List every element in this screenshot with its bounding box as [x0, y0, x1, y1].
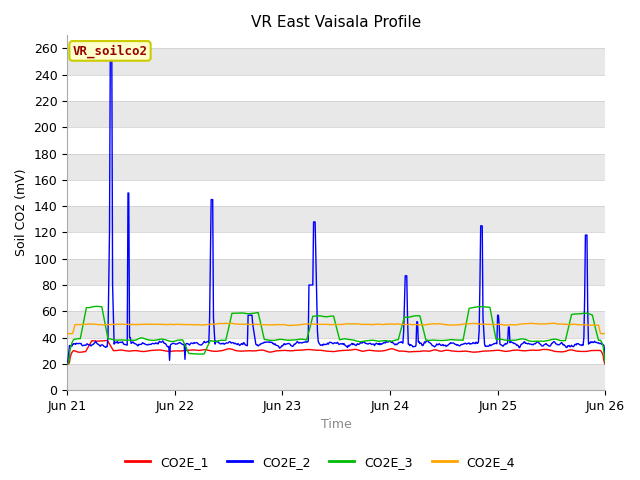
Bar	[67, 75, 605, 101]
Bar	[67, 285, 605, 312]
Line: CO2E_4: CO2E_4	[67, 323, 605, 334]
CO2E_4	[417, 322, 425, 328]
CO2E_2	[549, 339, 557, 345]
CO2E_2	[196, 342, 204, 348]
Bar	[67, 206, 605, 232]
CO2E_1	[196, 348, 204, 353]
Bar	[67, 101, 605, 127]
CO2E_1	[483, 348, 491, 354]
CO2E_4	[195, 322, 203, 328]
Bar	[67, 259, 605, 285]
CO2E_2	[216, 340, 223, 346]
CO2E_3	[417, 319, 425, 325]
CO2E_2	[417, 340, 425, 346]
Line: CO2E_2: CO2E_2	[67, 55, 605, 364]
Bar	[67, 364, 605, 390]
CO2E_4	[549, 321, 557, 326]
CO2E_3	[196, 351, 204, 357]
CO2E_3	[216, 337, 223, 343]
Bar	[67, 312, 605, 337]
CO2E_3	[549, 336, 557, 342]
Bar	[67, 180, 605, 206]
Legend: CO2E_1, CO2E_2, CO2E_3, CO2E_4: CO2E_1, CO2E_2, CO2E_3, CO2E_4	[120, 451, 520, 474]
CO2E_2	[234, 341, 242, 347]
CO2E_3	[93, 303, 100, 309]
Bar	[67, 337, 605, 364]
Bar	[67, 48, 605, 75]
CO2E_3	[602, 361, 609, 367]
CO2E_3	[234, 310, 242, 316]
CO2E_1	[234, 348, 242, 354]
CO2E_4	[483, 322, 491, 327]
CO2E_4	[602, 331, 609, 336]
CO2E_2	[63, 361, 71, 367]
CO2E_1	[417, 348, 425, 354]
CO2E_2	[106, 52, 114, 58]
Bar	[67, 154, 605, 180]
CO2E_3	[483, 304, 491, 310]
Y-axis label: Soil CO2 (mV): Soil CO2 (mV)	[15, 169, 28, 256]
CO2E_1	[216, 348, 223, 354]
Title: VR East Vaisala Profile: VR East Vaisala Profile	[251, 15, 421, 30]
X-axis label: Time: Time	[321, 419, 351, 432]
CO2E_1	[602, 361, 609, 367]
Bar	[67, 127, 605, 154]
CO2E_2	[602, 358, 609, 363]
CO2E_3	[63, 361, 71, 367]
Line: CO2E_3: CO2E_3	[67, 306, 605, 364]
CO2E_2	[483, 344, 491, 349]
CO2E_1	[549, 348, 557, 354]
CO2E_4	[63, 331, 71, 336]
CO2E_4	[228, 320, 236, 326]
CO2E_4	[215, 321, 223, 326]
CO2E_4	[234, 321, 242, 327]
CO2E_1	[63, 361, 71, 367]
Text: VR_soilco2: VR_soilco2	[72, 44, 148, 58]
Line: CO2E_1: CO2E_1	[67, 340, 605, 364]
CO2E_1	[103, 337, 111, 343]
Bar	[67, 232, 605, 259]
